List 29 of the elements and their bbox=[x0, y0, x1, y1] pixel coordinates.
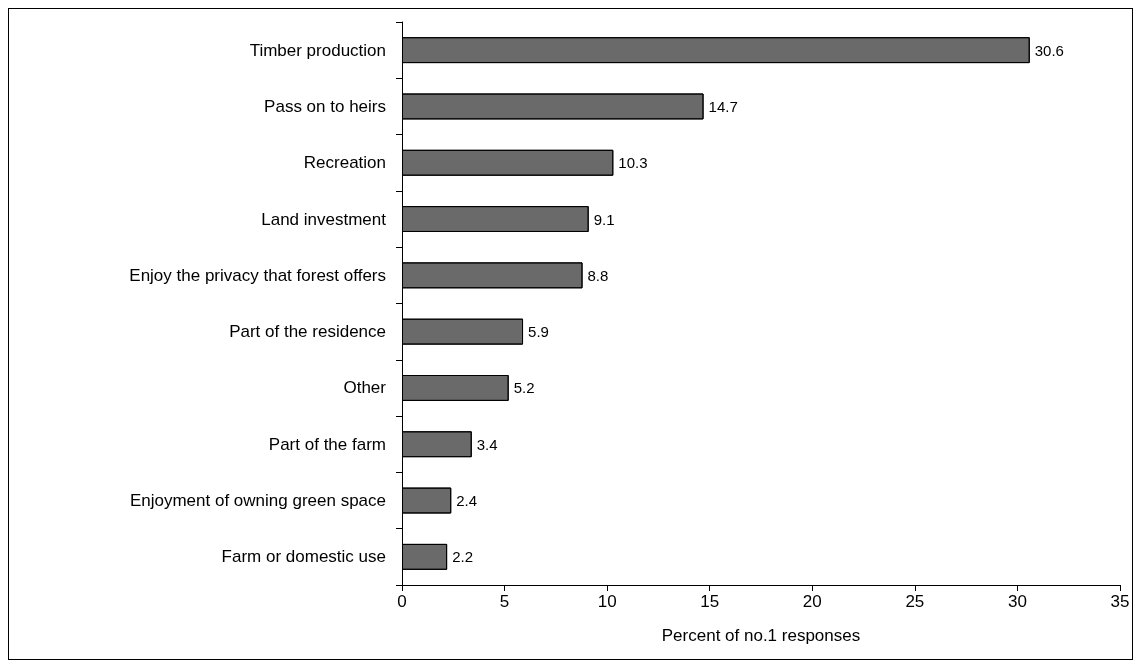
y-tick-label: Farm or domestic use bbox=[221, 547, 386, 567]
data-label: 2.2 bbox=[452, 548, 473, 566]
y-tick-label: Recreation bbox=[303, 153, 386, 173]
x-tick-label: 25 bbox=[905, 592, 925, 611]
x-tick-label: 10 bbox=[597, 592, 617, 611]
y-tick-label: Pass on to heirs bbox=[264, 96, 386, 116]
data-label: 8.8 bbox=[587, 266, 609, 284]
x-tick-label: 5 bbox=[499, 592, 510, 611]
x-tick-label: 35 bbox=[1110, 592, 1130, 611]
data-label: 9.1 bbox=[593, 210, 615, 228]
x-tick-label: 0 bbox=[397, 592, 407, 611]
x-tick-label: 30 bbox=[1007, 592, 1027, 611]
y-tick-label: Land investment bbox=[261, 209, 387, 229]
data-label: 5.9 bbox=[528, 323, 549, 341]
x-axis-title: Percent of no.1 responses bbox=[661, 626, 861, 645]
y-tick-label: Enjoy the privacy that forest offers bbox=[129, 265, 386, 285]
y-tick-label: Part of the residence bbox=[229, 322, 386, 342]
x-tick-label: 20 bbox=[802, 592, 822, 611]
y-tick-label: Enjoyment of owning green space bbox=[129, 491, 386, 511]
data-label: 3.4 bbox=[476, 435, 498, 453]
data-label: 2.4 bbox=[456, 492, 478, 510]
data-label: 30.6 bbox=[1034, 41, 1064, 59]
y-tick-label: Other bbox=[343, 378, 387, 398]
data-label: 5.2 bbox=[513, 379, 535, 397]
x-tick-label: 15 bbox=[700, 592, 720, 611]
y-tick-label: Part of the farm bbox=[268, 434, 386, 454]
y-tick-label: Timber production bbox=[249, 40, 386, 60]
data-label: 14.7 bbox=[708, 97, 738, 115]
data-label: 10.3 bbox=[618, 154, 648, 172]
